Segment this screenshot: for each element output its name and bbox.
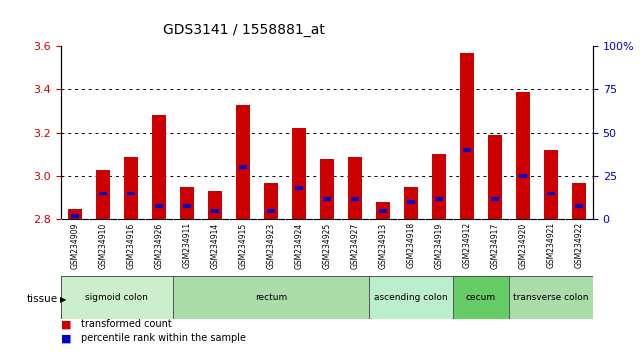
Bar [127,192,135,195]
Text: GSM234924: GSM234924 [294,222,303,269]
Bar [435,197,443,201]
Text: transverse colon: transverse colon [513,293,588,302]
Text: GSM234917: GSM234917 [490,222,499,269]
Bar [516,92,530,219]
Text: GSM234918: GSM234918 [406,222,415,268]
Bar [124,156,138,219]
Bar [208,191,222,219]
Bar [488,135,502,219]
Bar [239,165,247,170]
Bar [295,186,303,190]
Text: GSM234913: GSM234913 [378,222,387,269]
Text: GSM234911: GSM234911 [183,222,192,268]
Bar [351,197,359,201]
Bar [68,209,82,219]
Bar [320,159,334,219]
Text: GSM234920: GSM234920 [519,222,528,269]
Bar [267,209,275,213]
Bar [292,129,306,219]
Bar [183,204,191,207]
Bar [547,192,554,195]
FancyBboxPatch shape [509,276,593,319]
Bar [71,214,79,218]
Text: ■: ■ [61,333,71,343]
Bar [463,148,470,152]
FancyBboxPatch shape [173,276,369,319]
Bar [211,209,219,213]
Bar [491,197,499,201]
Text: GSM234919: GSM234919 [435,222,444,269]
Text: ■: ■ [61,319,71,329]
Text: percentile rank within the sample: percentile rank within the sample [81,333,246,343]
Bar [236,104,250,219]
Text: GSM234910: GSM234910 [99,222,108,269]
Text: cecum: cecum [466,293,496,302]
Text: GSM234922: GSM234922 [574,222,583,268]
Bar [575,204,583,207]
FancyBboxPatch shape [453,276,509,319]
Text: GSM234914: GSM234914 [210,222,219,269]
FancyBboxPatch shape [61,276,173,319]
Text: sigmoid colon: sigmoid colon [85,293,148,302]
Text: GSM234926: GSM234926 [154,222,163,269]
Text: GSM234925: GSM234925 [322,222,331,269]
Text: GSM234909: GSM234909 [71,222,79,269]
Bar [180,187,194,219]
Bar [572,183,586,219]
Text: GSM234921: GSM234921 [546,222,555,268]
Bar [379,209,387,213]
Text: GSM234915: GSM234915 [238,222,247,269]
Bar [460,52,474,219]
Text: ▶: ▶ [60,295,66,304]
Text: rectum: rectum [254,293,287,302]
Bar [96,170,110,219]
Text: tissue: tissue [26,294,58,304]
Bar [152,115,166,219]
Bar [264,183,278,219]
Bar [99,192,107,195]
Text: GDS3141 / 1558881_at: GDS3141 / 1558881_at [163,23,324,37]
FancyBboxPatch shape [61,276,593,319]
Bar [432,154,446,219]
FancyBboxPatch shape [369,276,453,319]
Bar [323,197,331,201]
Bar [376,202,390,219]
Bar [519,174,527,178]
Text: transformed count: transformed count [81,319,172,329]
Text: GSM234912: GSM234912 [462,222,471,268]
Bar [407,200,415,204]
Text: ascending colon: ascending colon [374,293,447,302]
Text: GSM234927: GSM234927 [351,222,360,269]
Bar [155,204,163,207]
Bar [404,187,418,219]
Bar [544,150,558,219]
Text: GSM234916: GSM234916 [126,222,135,269]
Text: GSM234923: GSM234923 [267,222,276,269]
Bar [348,156,362,219]
